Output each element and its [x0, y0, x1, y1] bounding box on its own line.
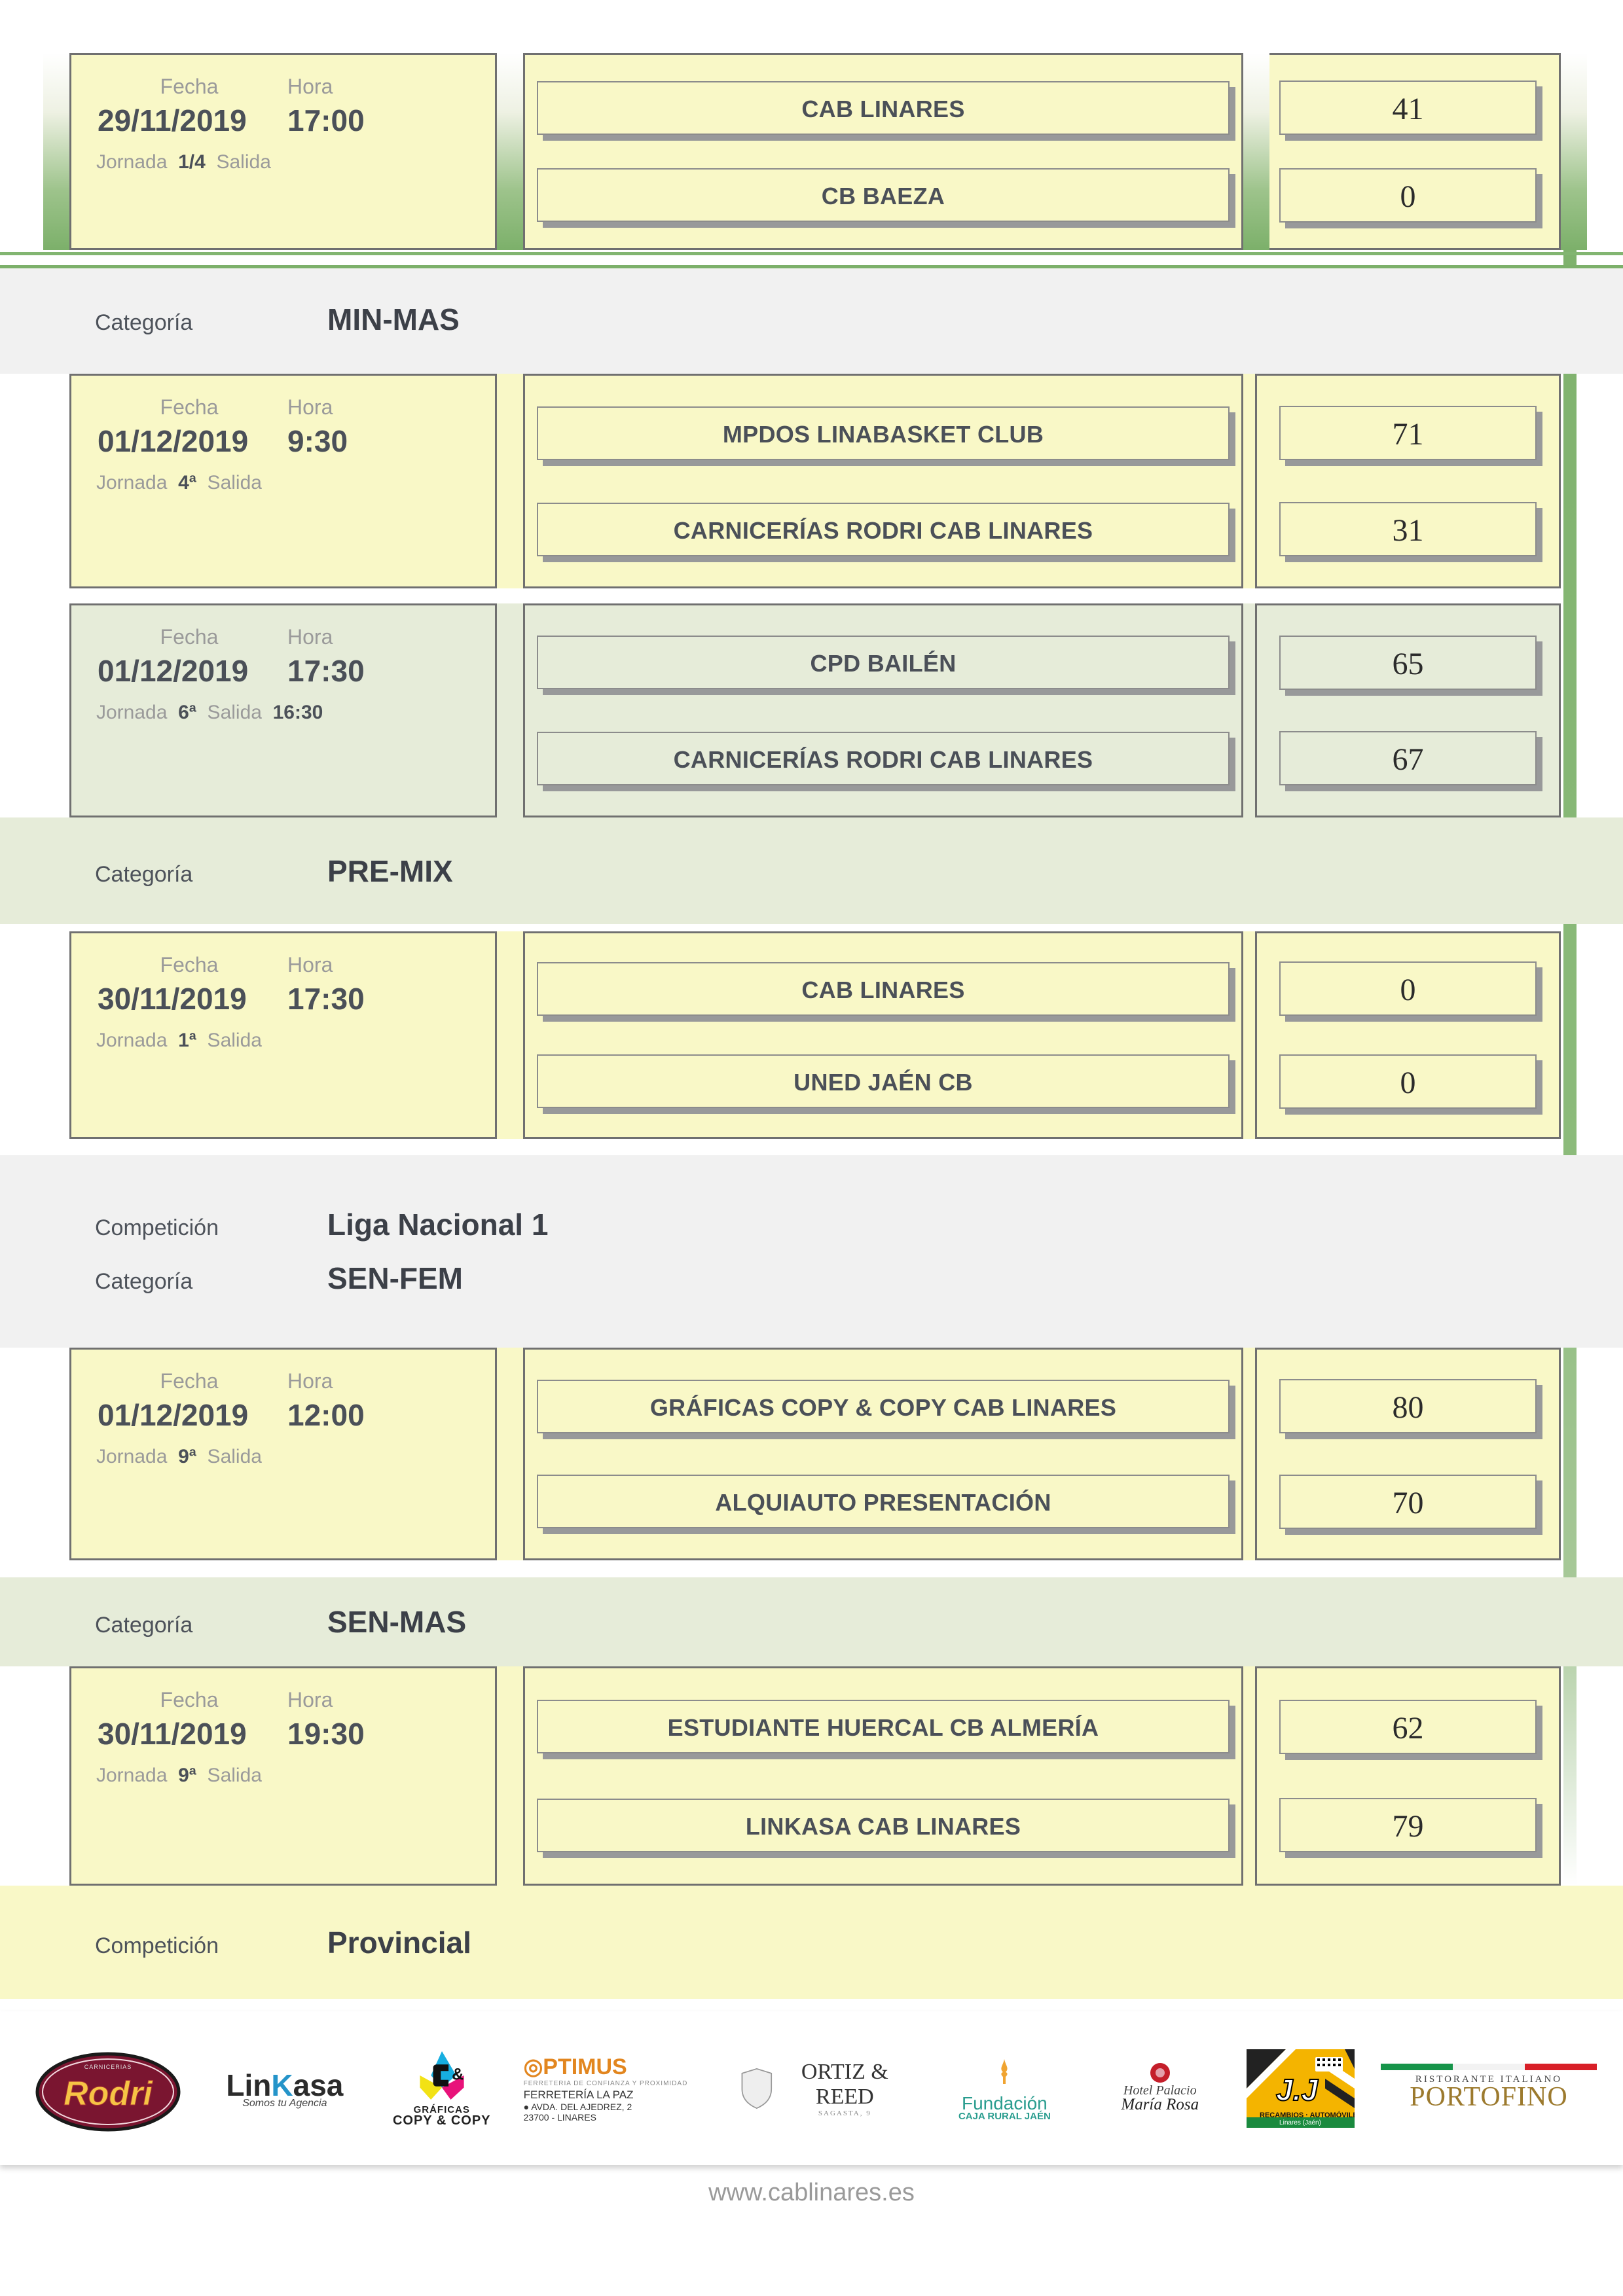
svg-text:J.J: J.J: [1276, 2073, 1319, 2107]
svg-text:CARNICERIAS: CARNICERIAS: [84, 2064, 132, 2070]
svg-text:Rodri: Rodri: [64, 2075, 153, 2113]
svg-text:&: &: [452, 2066, 464, 2084]
svg-text:Linares (Jaén): Linares (Jaén): [1279, 2119, 1321, 2126]
